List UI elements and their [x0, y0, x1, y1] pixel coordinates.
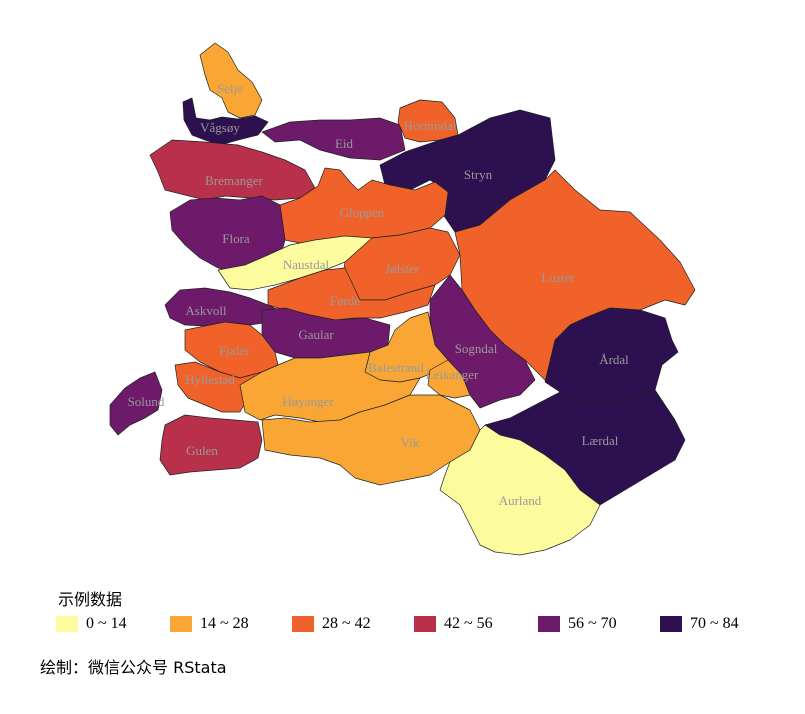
label-naustdal: Naustdal: [283, 257, 330, 272]
legend: 0 ~ 14 14 ~ 28 28 ~ 42 42 ~ 56 56 ~ 70 7…: [56, 612, 776, 636]
legend-label: 0 ~ 14: [86, 615, 127, 632]
label-ardal: Årdal: [599, 352, 629, 367]
label-hoyanger: Høyanger: [282, 394, 334, 409]
legend-swatch: [660, 616, 682, 632]
label-bremanger: Bremanger: [205, 173, 263, 188]
label-balestrand: Balestrand: [368, 360, 424, 375]
region-gulen: [159, 414, 263, 476]
legend-item: 56 ~ 70: [538, 612, 617, 636]
legend-label: 28 ~ 42: [322, 615, 371, 632]
legend-label: 42 ~ 56: [444, 615, 493, 632]
region-bremanger: [149, 139, 316, 201]
legend-label: 56 ~ 70: [568, 615, 617, 632]
region-solund: [109, 371, 163, 436]
label-stryn: Stryn: [464, 167, 493, 182]
label-vagsoy: Vågsøy: [200, 120, 240, 135]
label-hyllestad: Hyllestad: [185, 372, 235, 387]
legend-item: 70 ~ 84: [660, 612, 739, 636]
legend-item: 28 ~ 42: [292, 612, 371, 636]
region-hoyanger: [239, 351, 421, 423]
region-aurland: [439, 424, 601, 556]
label-leikanger: Leikanger: [426, 367, 479, 382]
region-selje: [199, 42, 263, 119]
label-askvoll: Askvoll: [185, 303, 227, 318]
region-vagsoy: [182, 97, 269, 146]
legend-item: 0 ~ 14: [56, 612, 127, 636]
legend-item: 14 ~ 28: [170, 612, 249, 636]
label-luster: Luster: [541, 270, 575, 285]
label-forde: Førde: [330, 293, 361, 308]
region-eid: [261, 117, 406, 161]
label-sogndal: Sogndal: [455, 341, 498, 356]
legend-swatch: [292, 616, 314, 632]
label-laerdal: Lærdal: [582, 433, 619, 448]
label-hornindal: Hornindal: [404, 118, 457, 133]
label-vik: Vik: [401, 435, 420, 450]
legend-swatch: [56, 616, 78, 632]
legend-label: 14 ~ 28: [200, 615, 249, 632]
legend-label: 70 ~ 84: [690, 615, 739, 632]
legend-swatch: [414, 616, 436, 632]
label-gaular: Gaular: [298, 327, 334, 342]
label-gulen: Gulen: [186, 443, 218, 458]
legend-swatch: [170, 616, 192, 632]
caption: 绘制：微信公众号 RStata: [40, 658, 227, 677]
label-eid: Eid: [335, 136, 354, 151]
legend-title: 示例数据: [58, 590, 123, 609]
legend-swatch: [538, 616, 560, 632]
label-fjaler: Fjaler: [219, 343, 250, 358]
label-selje: Selje: [217, 81, 243, 96]
label-flora: Flora: [222, 231, 250, 246]
label-jolster: Jølster: [385, 261, 420, 276]
label-gloppen: Gloppen: [340, 205, 385, 220]
region-leikanger: [427, 359, 471, 399]
legend-item: 42 ~ 56: [414, 612, 493, 636]
label-solund: Solund: [128, 394, 165, 409]
label-aurland: Aurland: [499, 493, 542, 508]
